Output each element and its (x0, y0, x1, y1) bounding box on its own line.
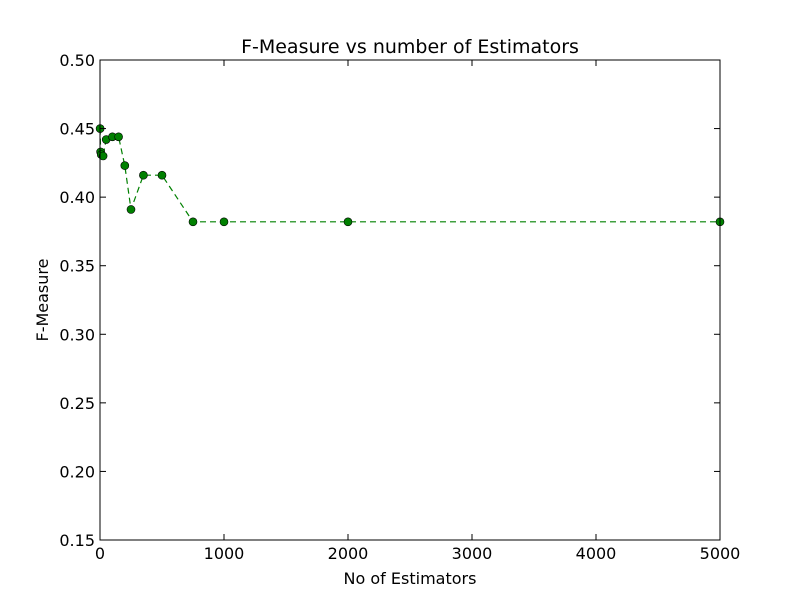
y-tick-label: 0.45 (59, 120, 95, 139)
data-point (188, 217, 198, 227)
data-point (114, 132, 123, 142)
data-point (157, 170, 167, 180)
data-point (139, 170, 148, 180)
y-tick-label: 0.30 (59, 325, 95, 344)
x-tick-label: 0 (95, 544, 105, 563)
y-tick-label: 0.35 (59, 257, 95, 276)
x-tick-label: 1000 (204, 544, 245, 563)
x-tick-label: 5000 (700, 544, 741, 563)
y-tick-label: 0.25 (59, 394, 95, 413)
chart-title: F-Measure vs number of Estimators (241, 36, 579, 58)
data-point (219, 217, 229, 227)
x-tick-label: 3000 (452, 544, 493, 563)
x-axis-label: No of Estimators (344, 569, 477, 588)
data-point (120, 161, 130, 170)
x-tick-label: 2000 (328, 544, 369, 563)
y-tick-label: 0.15 (59, 531, 95, 550)
data-point (98, 151, 108, 161)
plot-frame (99, 59, 721, 541)
y-tick-label: 0.50 (59, 51, 95, 70)
data-point (126, 205, 136, 214)
data-point (343, 217, 353, 227)
ticks-layer: 0 1000 2000 3000 4000 5000 0.15 0.20 0.25 0.30 0.3… (59, 51, 740, 563)
x-tick-label: 4000 (576, 544, 617, 563)
series-line (99, 128, 720, 223)
y-tick-label: 0.20 (59, 462, 95, 481)
series-layer (95, 124, 725, 227)
y-axis-label: F-Measure (33, 259, 52, 342)
y-tick-label: 0.40 (59, 188, 95, 207)
